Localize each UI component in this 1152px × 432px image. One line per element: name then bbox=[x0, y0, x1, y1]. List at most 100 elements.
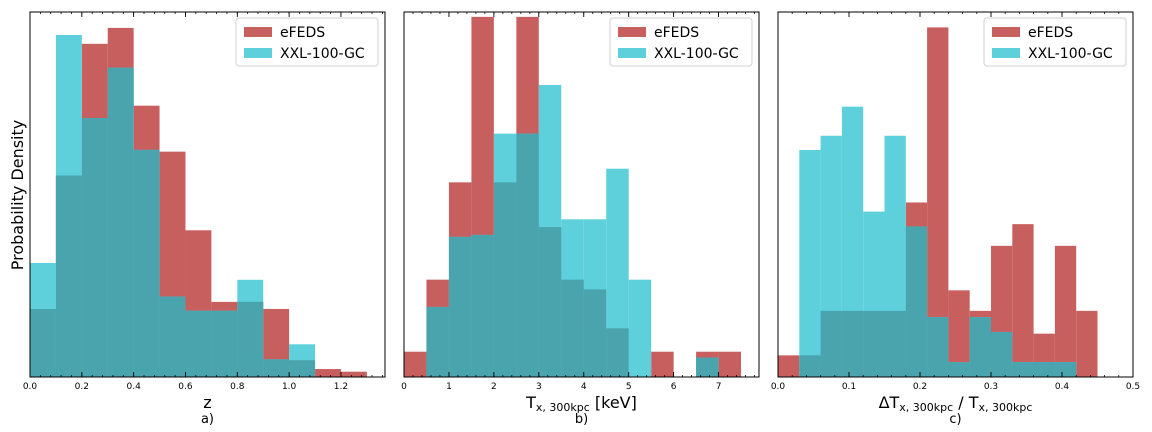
overlap-bar bbox=[426, 306, 449, 377]
overlap-bar bbox=[185, 310, 212, 377]
x-tick-label: 1.2 bbox=[334, 382, 348, 392]
overlap-bar bbox=[561, 279, 584, 377]
x-tick-label: 4 bbox=[581, 382, 587, 392]
efeds-bar bbox=[315, 369, 341, 377]
legend-swatch bbox=[244, 48, 272, 58]
x-tick-label: 5 bbox=[626, 382, 632, 392]
overlap-bar bbox=[493, 182, 517, 377]
x-axis-label: Tx, 300kpc [keV] bbox=[525, 393, 637, 414]
x-axis-label: z bbox=[203, 393, 211, 412]
x-tick-label: 7 bbox=[716, 382, 722, 392]
x-tick-label: 0.2 bbox=[75, 382, 89, 392]
overlap-bar bbox=[696, 357, 719, 377]
efeds-bar bbox=[718, 351, 742, 377]
overlap-bar bbox=[606, 328, 629, 377]
panel-2: 0 1 2 3 4 5 6 7 Tx, 300kpc [keV]b) eFEDS XXL-100-G… bbox=[401, 11, 760, 427]
x-tick-label: 6 bbox=[671, 382, 677, 392]
x-axis-label: ΔTx, 300kpc / Tx, 300kpc bbox=[879, 393, 1033, 414]
x-tick-label: 0.3 bbox=[984, 382, 998, 392]
panel-3: 0.0 0.1 0.2 0.3 0.4 0.5 ΔTx, 300kpc / Tx, 300k… bbox=[771, 11, 1140, 427]
legend: eFEDS XXL-100-GC bbox=[609, 17, 753, 67]
histogram-bars bbox=[30, 27, 367, 377]
overlap-bar bbox=[471, 234, 494, 377]
overlap-bar bbox=[863, 310, 885, 377]
xxl-bar bbox=[628, 279, 652, 377]
efeds-bar bbox=[927, 27, 949, 377]
overlap-bar bbox=[927, 317, 949, 377]
efeds-bar bbox=[1054, 245, 1077, 377]
x-tick-label: 1 bbox=[446, 382, 452, 392]
efeds-bar bbox=[1076, 310, 1098, 377]
legend: eFEDS XXL-100-GC bbox=[235, 17, 379, 67]
legend-swatch bbox=[618, 27, 646, 37]
overlap-bar bbox=[107, 67, 134, 377]
xxl-bar bbox=[841, 106, 864, 377]
overlap-bar bbox=[820, 310, 842, 377]
overlap-bar bbox=[237, 301, 264, 377]
overlap-bar bbox=[1012, 362, 1034, 377]
legend-swatch bbox=[992, 27, 1020, 37]
legend-label: XXL-100-GC bbox=[654, 46, 739, 62]
xxl-bar bbox=[799, 150, 821, 377]
legend: eFEDS XXL-100-GC bbox=[983, 17, 1127, 67]
x-tick-label: 0.0 bbox=[771, 382, 786, 392]
legend-label: eFEDS bbox=[1028, 25, 1073, 41]
overlap-bar bbox=[884, 310, 906, 377]
overlap-bar bbox=[263, 359, 290, 377]
efeds-bar bbox=[1012, 224, 1034, 377]
overlap-bar bbox=[448, 236, 472, 377]
efeds-bar bbox=[948, 290, 970, 377]
overlap-bar bbox=[289, 360, 316, 377]
legend-swatch bbox=[244, 27, 272, 37]
legend-swatch bbox=[618, 48, 646, 58]
legend-label: XXL-100-GC bbox=[1028, 46, 1113, 62]
overlap-bar bbox=[991, 331, 1013, 377]
overlap-bar bbox=[1033, 362, 1055, 377]
x-tick-label: 0.4 bbox=[126, 382, 141, 392]
axes-frame bbox=[403, 11, 760, 378]
overlap-bar bbox=[538, 227, 562, 377]
xxl-bar bbox=[606, 168, 629, 377]
histogram-bars bbox=[404, 16, 742, 377]
efeds-bar bbox=[651, 351, 674, 377]
efeds-bar bbox=[404, 351, 427, 377]
overlap-bar bbox=[583, 289, 607, 377]
overlap-bar bbox=[159, 296, 186, 377]
x-tick-label: 0.5 bbox=[1126, 382, 1140, 392]
panel-label: c) bbox=[949, 412, 961, 427]
panel-label: b) bbox=[575, 412, 588, 427]
x-tick-label: 0.8 bbox=[230, 382, 245, 392]
x-tick-label: 2 bbox=[491, 382, 497, 392]
overlap-bar bbox=[905, 226, 928, 377]
legend-label: XXL-100-GC bbox=[280, 46, 365, 62]
overlap-bar bbox=[516, 133, 539, 377]
overlap-bar bbox=[841, 310, 864, 377]
x-tick-label: 0 bbox=[401, 382, 407, 392]
overlap-bar bbox=[30, 308, 56, 377]
legend-swatch bbox=[992, 48, 1020, 58]
x-tick-label: 0.4 bbox=[1055, 382, 1070, 392]
panel-label: a) bbox=[201, 412, 214, 427]
overlap-bar bbox=[55, 175, 82, 377]
overlap-bar bbox=[948, 362, 970, 377]
efeds-bar bbox=[340, 371, 367, 377]
overlap-bar bbox=[211, 310, 238, 377]
axes-frame bbox=[29, 11, 386, 378]
axes-frame bbox=[777, 11, 1134, 378]
efeds-bar bbox=[778, 355, 800, 377]
x-tick-label: 1.0 bbox=[282, 382, 297, 392]
overlap-bar bbox=[1054, 362, 1077, 377]
x-tick-label: 0.1 bbox=[842, 382, 856, 392]
x-tick-label: 0.6 bbox=[178, 382, 193, 392]
x-tick-label: 0.0 bbox=[23, 382, 38, 392]
overlap-bar bbox=[969, 317, 991, 377]
overlap-bar bbox=[133, 149, 160, 377]
histogram-bars bbox=[778, 27, 1098, 377]
panel-1: 0.0 0.2 0.4 0.6 0.8 1.0 1.2 za) eFEDS XXL-100-GC bbox=[23, 11, 386, 427]
legend-label: eFEDS bbox=[654, 25, 699, 41]
x-tick-label: 3 bbox=[536, 382, 542, 392]
legend-label: eFEDS bbox=[280, 25, 325, 41]
overlap-bar bbox=[81, 118, 108, 377]
y-axis-label: Probability Density bbox=[8, 120, 27, 271]
